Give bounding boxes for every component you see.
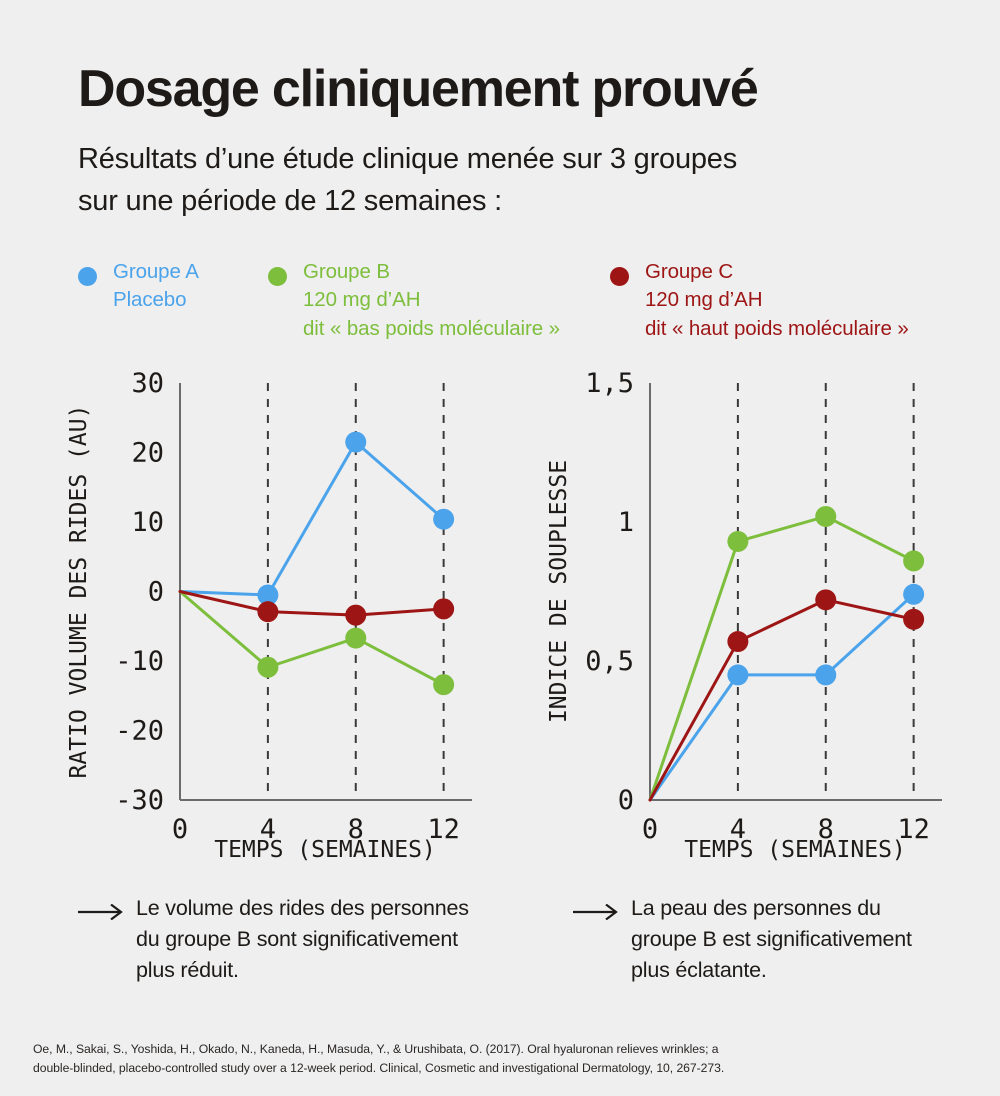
- x-tick-label: 8: [818, 814, 834, 845]
- x-tick-label: 4: [260, 814, 276, 845]
- series-line: [178, 590, 446, 617]
- x-tick-label: 0: [172, 814, 188, 845]
- y-tick-label: 1,5: [585, 368, 634, 399]
- data-point: [345, 627, 367, 649]
- chart-wrinkle-volume: 30 20 10 0 -10 -20 -30 0 4 8 12 TEMPS (SEMAINES) RAT…: [60, 365, 530, 875]
- data-point: [903, 608, 925, 630]
- data-point: [433, 674, 455, 696]
- y-tick-label: -30: [115, 785, 164, 816]
- x-tick-label: 12: [427, 814, 460, 845]
- legend-item-group-a: Groupe A Placebo: [78, 258, 199, 315]
- legend-item-group-b: Groupe B 120 mg d’AH dit « bas poids mol…: [268, 258, 560, 343]
- conclusion-right: La peau des personnes du groupe B est si…: [573, 893, 993, 986]
- y-tick-label: 20: [131, 438, 164, 469]
- data-point: [433, 508, 455, 530]
- series-line: [178, 590, 446, 687]
- arrow-right-icon: [573, 903, 619, 925]
- y-axis-title: RATIO VOLUME DES RIDES (AU): [66, 405, 92, 779]
- legend-dot-group-b: [268, 267, 287, 286]
- chart-suppleness-index: 1,5 1 0,5 0 0 4 8 12 TEMPS (SEMAINES) INDICE DE S…: [540, 365, 1000, 875]
- data-point: [727, 631, 749, 653]
- legend-line: Placebo: [113, 288, 187, 312]
- data-point: [815, 505, 837, 527]
- legend-item-group-c: Groupe C 120 mg d’AH dit « haut poids mo…: [610, 258, 909, 343]
- legend-dot-group-c: [610, 267, 629, 286]
- y-tick-label: 1: [618, 507, 634, 538]
- legend: Groupe A Placebo Groupe B 120 mg d’AH di…: [0, 258, 1000, 358]
- legend-line: 120 mg d’AH: [645, 288, 763, 312]
- data-point: [257, 656, 279, 678]
- conclusion-left-text: Le volume des rides des personnes du gro…: [136, 896, 469, 982]
- data-point: [433, 598, 455, 620]
- data-point: [727, 530, 749, 552]
- series-line: [178, 440, 446, 597]
- x-tick-label: 4: [730, 814, 746, 845]
- x-tick-label: 0: [642, 814, 658, 845]
- data-point: [903, 550, 925, 572]
- citation: Oe, M., Sakai, S., Yoshida, H., Okado, N…: [33, 1042, 725, 1075]
- legend-label-group-a: Groupe A Placebo: [113, 258, 199, 315]
- legend-line: dit « haut poids moléculaire »: [645, 316, 909, 340]
- conclusion-left: Le volume des rides des personnes du gro…: [78, 893, 538, 986]
- data-point: [727, 664, 749, 686]
- y-tick-label: -10: [115, 646, 164, 677]
- y-tick-label: -20: [115, 716, 164, 747]
- data-point: [903, 583, 925, 605]
- y-axis-title: INDICE DE SOUPLESSE: [546, 460, 572, 723]
- x-tick-label: 8: [348, 814, 364, 845]
- arrow-right-icon: [78, 903, 124, 925]
- legend-label-group-c: Groupe C 120 mg d’AH dit « haut poids mo…: [645, 258, 909, 343]
- page-subtitle: Résultats d’une étude clinique menée sur…: [78, 143, 738, 218]
- series-line: [648, 592, 916, 802]
- data-point: [815, 664, 837, 686]
- y-tick-label: 10: [131, 507, 164, 538]
- data-point: [345, 604, 367, 626]
- x-axis-title: TEMPS (SEMAINES): [214, 837, 436, 863]
- data-point: [815, 589, 837, 611]
- y-tick-label: 0: [618, 785, 634, 816]
- y-tick-label: 0: [148, 577, 164, 608]
- y-tick-label: 0,5: [585, 646, 634, 677]
- page-title: Dosage cliniquement prouvé: [78, 60, 759, 118]
- legend-line: Groupe A: [113, 260, 199, 283]
- legend-label-group-b: Groupe B 120 mg d’AH dit « bas poids mol…: [303, 258, 560, 343]
- conclusion-right-text: La peau des personnes du groupe B est si…: [631, 896, 912, 982]
- legend-line: dit « bas poids moléculaire »: [303, 316, 560, 340]
- data-point: [345, 431, 367, 453]
- series-line: [648, 514, 916, 802]
- legend-line: Groupe B: [303, 260, 390, 283]
- x-axis-title: TEMPS (SEMAINES): [684, 837, 906, 863]
- data-point: [257, 584, 279, 606]
- y-tick-label: 30: [131, 368, 164, 399]
- data-point: [257, 601, 279, 623]
- legend-line: 120 mg d’AH: [303, 288, 421, 312]
- legend-dot-group-a: [78, 267, 97, 286]
- x-tick-label: 12: [897, 814, 930, 845]
- legend-line: Groupe C: [645, 260, 734, 283]
- series-line: [648, 598, 916, 802]
